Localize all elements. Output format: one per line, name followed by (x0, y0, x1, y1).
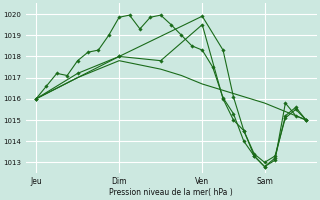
X-axis label: Pression niveau de la mer( hPa ): Pression niveau de la mer( hPa ) (109, 188, 233, 197)
